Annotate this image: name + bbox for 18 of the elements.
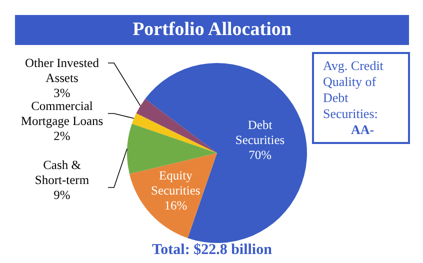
- slice-label: Equity Securities: [151, 168, 200, 198]
- slice-label: Debt Securities: [235, 118, 285, 147]
- text: Avg. Credit Quality of Debt Securities:: [323, 58, 384, 122]
- data-label: 2%: [54, 129, 70, 143]
- slice-label: Other Invested Assets: [25, 56, 100, 85]
- text: AA-: [350, 122, 376, 138]
- data-label: 16%: [164, 198, 188, 212]
- pie-slice: [132, 113, 217, 153]
- pie-slice: [129, 153, 217, 238]
- data-label: 70%: [248, 148, 272, 162]
- pie-slice: [136, 98, 217, 153]
- text: Total: $22.8 billion: [151, 242, 273, 259]
- chart-title: Portfolio Allocation: [15, 15, 409, 45]
- pie-slice: [145, 63, 307, 243]
- data-label: 3%: [54, 86, 70, 100]
- data-label: 9%: [54, 188, 70, 202]
- slice-label: Commercial Mortgage Loans: [20, 99, 104, 128]
- slice-label: Cash & Short-term: [34, 158, 90, 187]
